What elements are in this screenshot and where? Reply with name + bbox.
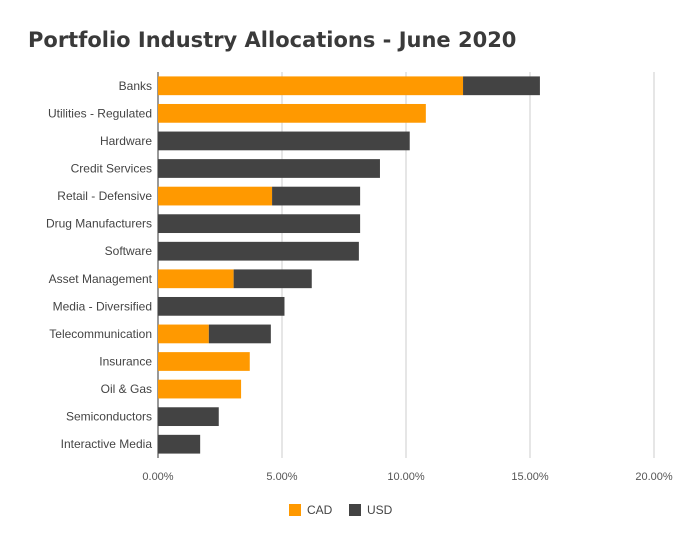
- bar-cad: [158, 379, 242, 399]
- bar-usd: [158, 214, 361, 234]
- bar-cad: [158, 269, 234, 289]
- category-label: Telecommunication: [49, 327, 152, 341]
- x-tick-label: 0.00%: [142, 471, 173, 483]
- legend-swatch[interactable]: [289, 504, 301, 516]
- category-label: Banks: [119, 79, 152, 93]
- category-label: Interactive Media: [61, 437, 153, 451]
- bar-usd: [158, 407, 219, 427]
- legend-swatch[interactable]: [349, 504, 361, 516]
- bar-cad: [158, 186, 273, 206]
- legend[interactable]: CAD USD: [289, 503, 393, 517]
- category-label: Drug Manufacturers: [46, 217, 152, 231]
- legend-label[interactable]: CAD: [307, 503, 333, 517]
- category-label: Credit Services: [71, 162, 152, 176]
- category-label: Asset Management: [49, 272, 153, 286]
- category-label: Retail - Defensive: [57, 189, 152, 203]
- x-tick-label: 10.00%: [387, 471, 425, 483]
- bar-usd: [233, 269, 312, 289]
- bar-usd: [158, 434, 201, 454]
- x-tick-label: 15.00%: [511, 471, 549, 483]
- category-labels: Banks Utilities - Regulated Hardware Credit…: [46, 79, 153, 451]
- category-label: Insurance: [99, 355, 152, 369]
- bar-usd: [158, 296, 285, 316]
- category-label: Semiconductors: [66, 410, 152, 424]
- x-axis-ticks: 0.00% 5.00% 10.00% 15.00% 20.00%: [142, 471, 672, 483]
- category-label: Software: [105, 244, 153, 258]
- bar-usd: [208, 324, 271, 344]
- chart-title: Portfolio Industry Allocations - June 20…: [28, 28, 517, 52]
- x-tick-label: 20.00%: [635, 471, 673, 483]
- category-label: Hardware: [100, 134, 152, 148]
- category-label: Utilities - Regulated: [48, 106, 152, 120]
- category-label: Oil & Gas: [101, 382, 152, 396]
- category-label: Media - Diversified: [53, 299, 152, 313]
- bar-usd: [463, 76, 540, 96]
- gridlines: [157, 72, 655, 458]
- bar-usd: [272, 186, 361, 206]
- legend-label[interactable]: USD: [367, 503, 393, 517]
- bar-usd: [158, 131, 410, 151]
- bar-cad: [158, 76, 464, 96]
- bar-cad: [158, 324, 209, 344]
- bar-usd: [158, 159, 380, 178]
- bars: [158, 76, 540, 454]
- bar-usd: [158, 241, 359, 261]
- bar-cad: [158, 352, 250, 371]
- bar-cad: [158, 103, 426, 123]
- x-tick-label: 5.00%: [266, 471, 297, 483]
